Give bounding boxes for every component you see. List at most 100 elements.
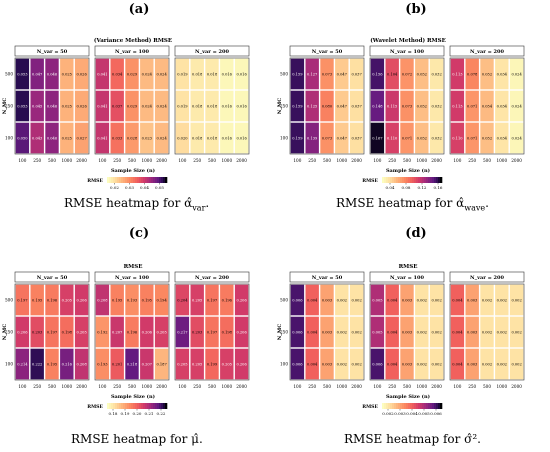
heatmap-cell [95, 122, 110, 154]
heatmap-cell [335, 58, 349, 90]
cell-value-label: 0.002 [497, 362, 507, 366]
chart-title: (Wavelet Method) RMSE [370, 37, 446, 44]
heatmap-cell [15, 122, 30, 154]
x-tick-label: 100 [453, 384, 461, 389]
cell-value-label: 0.053 [17, 72, 28, 76]
colorbar-segment [111, 177, 114, 183]
x-tick-label: 500 [403, 158, 411, 163]
x-tick-label: 2000 [351, 158, 362, 163]
colorbar-segment [121, 403, 124, 409]
x-tick-label: 100 [98, 384, 106, 389]
x-tick-label: 2000 [431, 384, 442, 389]
colorbar-segment [143, 177, 146, 183]
colorbar-segment [394, 403, 397, 409]
x-tick-label: 100 [293, 384, 301, 389]
heatmap-cell [95, 316, 110, 348]
facet-label: N_var = 100 [115, 49, 149, 55]
colorbar-segment [139, 403, 142, 409]
cell-value-label: 0.139 [307, 136, 318, 140]
colorbar-segment [392, 403, 395, 409]
cell-value-label: 0.016 [236, 104, 247, 108]
heatmap-cell [30, 348, 44, 380]
y-tick-label: 500 [5, 298, 13, 303]
heatmap-cell [110, 348, 124, 380]
cell-value-label: 0.002 [482, 330, 492, 334]
heatmap-cell [305, 348, 319, 380]
cell-value-label: 0.002 [511, 330, 521, 334]
colorbar-segment [139, 177, 142, 183]
cell-value-label: 0.073 [402, 104, 413, 108]
cell-value-label: 0.110 [387, 136, 398, 140]
cell-value-label: 0.002 [337, 298, 347, 302]
x-tick-label: 2000 [351, 384, 362, 389]
cell-value-label: 0.046 [47, 136, 58, 140]
colorbar-tick-label: 0.16 [434, 185, 443, 190]
cell-value-label: 0.003 [322, 362, 333, 366]
colorbar-segment [135, 177, 138, 183]
colorbar-segment [143, 403, 146, 409]
heatmap-cell [220, 90, 234, 122]
facet-3: N_var = 2000.204 0.205 0.197 0.196 0.2060.21… [174, 271, 250, 389]
x-tick-label: 250 [33, 158, 41, 163]
facet-3: N_var = 2000.113 0.078 0.052 0.034 0.0240.11… [449, 45, 525, 163]
heatmap-cell [450, 316, 465, 348]
cell-value-label: 0.198 [222, 330, 233, 334]
x-tick-label: 100 [453, 158, 461, 163]
heatmap-cell [45, 58, 59, 90]
panel-label: (c) [128, 226, 150, 241]
colorbar-segment [402, 403, 405, 409]
y-axis-label: N_MC [277, 324, 283, 341]
cell-value-label: 0.006 [292, 362, 303, 366]
heatmap-cell [125, 316, 139, 348]
cell-value-label: 0.050 [17, 136, 28, 140]
cell-value-label: 0.041 [97, 104, 107, 108]
heatmap-cell [74, 122, 89, 154]
x-tick-label: 2000 [236, 158, 247, 163]
x-tick-label: 250 [193, 158, 201, 163]
heatmap-cell [60, 284, 74, 316]
heatmap-cell [60, 316, 74, 348]
colorbar-segment [129, 177, 132, 183]
cell-value-label: 0.216 [62, 362, 73, 366]
colorbar-segment [131, 177, 134, 183]
heatmap-cell [400, 58, 414, 90]
cell-value-label: 0.019 [177, 72, 188, 76]
x-tick-label: 250 [468, 384, 476, 389]
heatmap-cell [290, 316, 305, 348]
colorbar-segment [424, 177, 427, 183]
cell-value-label: 0.016 [236, 136, 247, 140]
x-tick-label: 2000 [431, 158, 442, 163]
x-tick-label: 100 [18, 158, 26, 163]
y-tick-label: 500 [5, 72, 13, 77]
cell-value-label: 0.208 [76, 362, 87, 366]
cell-value-label: 0.071 [467, 136, 477, 140]
y-axis-label: N_MC [2, 324, 8, 341]
heatmap-cell [370, 284, 385, 316]
heatmap-cell [509, 284, 524, 316]
colorbar-segment [434, 177, 437, 183]
cell-value-label: 0.002 [431, 298, 441, 302]
colorbar-segment [159, 177, 162, 183]
heatmap-cell [205, 284, 219, 316]
heatmap-cell [415, 58, 429, 90]
colorbar-segment [133, 177, 136, 183]
heatmap-cell [415, 348, 429, 380]
colorbar-segment [430, 177, 433, 183]
facet-label: N_var = 200 [470, 49, 504, 55]
heatmap-cell [465, 90, 479, 122]
heatmap-cell [74, 316, 89, 348]
cell-value-label: 0.046 [47, 104, 58, 108]
cell-value-label: 0.207 [112, 330, 123, 334]
facet-1: N_var = 500.053 0.047 0.046 0.025 0.0260.053… [14, 45, 90, 163]
cell-value-label: 0.018 [192, 136, 203, 140]
heatmap-cell [175, 284, 190, 316]
colorbar-segment [107, 403, 110, 409]
facet-label: N_var = 50 [37, 49, 68, 55]
colorbar-segment [412, 403, 415, 409]
heatmap-cell [429, 316, 444, 348]
cell-value-label: 0.016 [222, 72, 233, 76]
cell-value-label: 0.206 [76, 298, 87, 302]
facet-strip [94, 45, 170, 57]
chart-title: RMSE [399, 264, 418, 270]
